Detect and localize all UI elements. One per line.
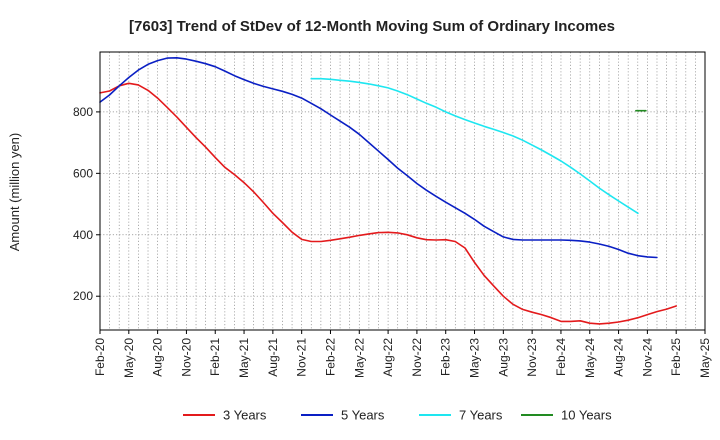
- x-tick-label: May-20: [122, 338, 136, 378]
- x-tick-label: Aug-20: [151, 338, 165, 377]
- x-tick-label: Nov-21: [295, 338, 309, 377]
- x-tick-label: Feb-25: [669, 338, 683, 376]
- plot-frame: [99, 51, 706, 331]
- series-layer: [99, 57, 677, 325]
- x-tick-label: Nov-20: [179, 338, 193, 377]
- x-tick-label: Nov-23: [525, 338, 539, 377]
- series-line-7-years: [310, 77, 639, 215]
- x-tick-label: Nov-22: [410, 338, 424, 377]
- legend-label: 10 Years: [561, 408, 612, 423]
- x-tick-label: Feb-24: [554, 338, 568, 376]
- x-tick-label: Aug-24: [612, 338, 626, 377]
- y-tick-label: 200: [73, 289, 93, 303]
- y-ticks: 200 400 600 800: [73, 105, 100, 303]
- series-line-5-years: [99, 57, 658, 259]
- legend-label: 5 Years: [341, 408, 385, 423]
- x-tick-label: May-22: [352, 338, 366, 378]
- x-tick-label: Aug-21: [266, 338, 280, 377]
- y-tick-label: 800: [73, 105, 93, 119]
- series-line-3-years: [99, 82, 677, 325]
- x-tick-label: Feb-20: [93, 338, 107, 376]
- legend-label: 3 Years: [223, 408, 267, 423]
- x-tick-label: May-25: [698, 338, 712, 378]
- x-tick-label: Feb-22: [323, 338, 337, 376]
- legend: 3 Years 5 Years 7 Years 10 Years: [183, 408, 612, 423]
- x-tick-label: Feb-21: [208, 338, 222, 376]
- x-tick-label: May-24: [583, 338, 597, 378]
- legend-label: 7 Years: [459, 408, 503, 423]
- y-tick-label: 600: [73, 166, 93, 180]
- x-tick-label: May-21: [237, 338, 251, 378]
- x-tick-label: Nov-24: [640, 338, 654, 377]
- x-tick-label: Feb-23: [439, 338, 453, 376]
- x-tick-label: May-23: [468, 338, 482, 378]
- x-tick-label: Aug-22: [381, 338, 395, 377]
- plot-area-border: [99, 51, 706, 331]
- x-tick-label: Aug-23: [496, 338, 510, 377]
- x-ticks: Feb-20 May-20 Aug-20 Nov-20 Feb-21 May-21 Aug-…: [93, 330, 712, 378]
- chart-title: [7603] Trend of StDev of 12-Month Moving…: [129, 18, 615, 35]
- y-axis-label: Amount (million yen): [7, 133, 22, 252]
- y-tick-label: 400: [73, 228, 93, 242]
